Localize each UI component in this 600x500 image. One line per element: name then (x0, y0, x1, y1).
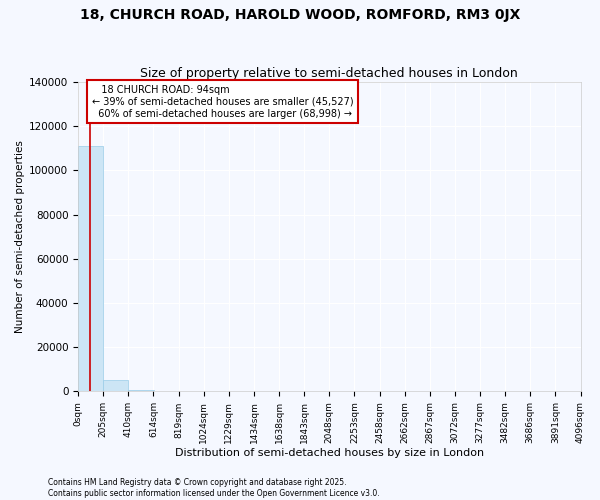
Y-axis label: Number of semi-detached properties: Number of semi-detached properties (15, 140, 25, 333)
Bar (78, 146, 103, 392)
Text: 18, CHURCH ROAD, HAROLD WOOD, ROMFORD, RM3 0JX: 18, CHURCH ROAD, HAROLD WOOD, ROMFORD, R… (80, 8, 520, 22)
Text: 18 CHURCH ROAD: 94sqm
← 39% of semi-detached houses are smaller (45,527)
  60% o: 18 CHURCH ROAD: 94sqm ← 39% of semi-deta… (92, 86, 353, 118)
Title: Size of property relative to semi-detached houses in London: Size of property relative to semi-detach… (140, 66, 518, 80)
Bar (128, 390, 154, 392)
Text: Contains HM Land Registry data © Crown copyright and database right 2025.
Contai: Contains HM Land Registry data © Crown c… (48, 478, 380, 498)
Bar (103, 380, 128, 392)
X-axis label: Distribution of semi-detached houses by size in London: Distribution of semi-detached houses by … (175, 448, 484, 458)
